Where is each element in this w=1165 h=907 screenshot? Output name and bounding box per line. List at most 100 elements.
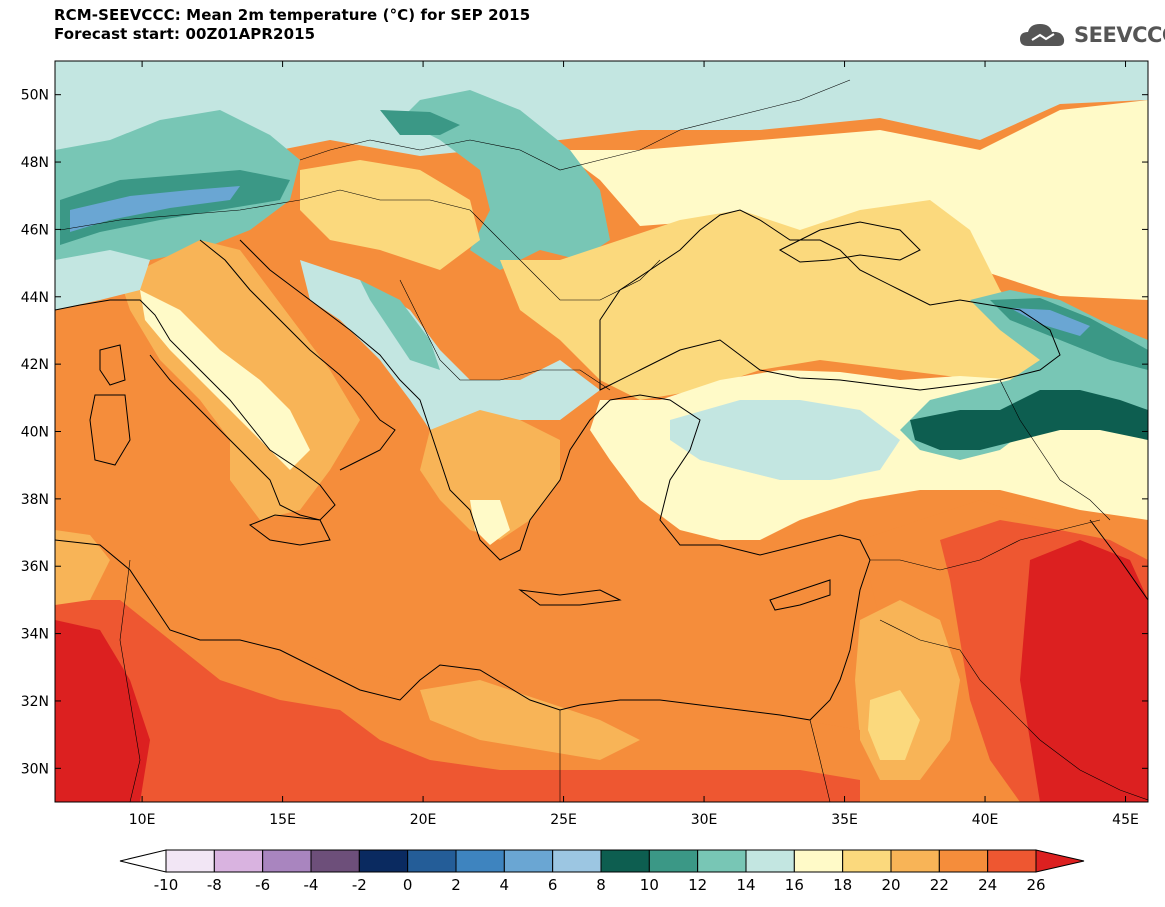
black-sea-coast: [599, 209, 1061, 391]
border-turkey-east: [999, 379, 1111, 521]
title-line: RCM-SEEVCCC: Mean 2m temperature (°C) fo…: [54, 6, 531, 24]
east-anatolia-dark-zone: [910, 390, 1148, 450]
colorbar-label: 26: [1026, 876, 1045, 894]
colorbar-swatch: [552, 849, 602, 873]
map-title: RCM-SEEVCCC: Mean 2m temperature (°C) fo…: [54, 6, 530, 44]
arabia-hottest-zone: [1020, 540, 1148, 802]
coastlines: [55, 209, 1148, 721]
colorbar-label: -4: [304, 876, 319, 894]
subtitle-line: Forecast start: 00Z01APR2015: [54, 25, 316, 43]
colorbar-swatch: [503, 849, 554, 873]
colorbar-over-triangle: [1035, 849, 1085, 873]
colorbar-label: 20: [881, 876, 900, 894]
sahara-hottest-zone: [55, 620, 150, 802]
lat-label: 36N: [21, 559, 49, 575]
colorbar-swatch: [455, 849, 505, 873]
lon-label: 45E: [1112, 812, 1139, 828]
colorbar-swatch: [793, 849, 844, 873]
colorbar-label: -8: [207, 876, 222, 894]
lat-label: 34N: [21, 627, 49, 643]
sahara-hot-zone: [55, 600, 860, 802]
lon-label: 40E: [972, 812, 999, 828]
colorbar-swatch: [745, 849, 795, 873]
north-africa-coast: [55, 539, 811, 721]
colorbar-label: 2: [451, 876, 461, 894]
colorbar-swatch: [262, 849, 312, 873]
algeria-coast-zone: [55, 530, 110, 605]
alps-blue-zone: [70, 186, 240, 232]
lat-label: 50N: [21, 88, 49, 104]
colorbar-label: 6: [548, 876, 558, 894]
lat-label: 46N: [21, 222, 49, 238]
peloponnese-cream-zone: [470, 500, 510, 545]
cyprus-coast: [769, 579, 831, 611]
temperature-field: [55, 61, 1148, 802]
gulf-coast: [1089, 519, 1148, 601]
colorbar-swatch: [697, 849, 747, 873]
border-romania: [469, 209, 661, 301]
colorbar-label: 12: [688, 876, 707, 894]
apennine-cream-zone: [140, 290, 310, 470]
lon-label: 15E: [269, 812, 296, 828]
lon-label: 25E: [550, 812, 577, 828]
colorbar-label: 4: [500, 876, 510, 894]
sicily-coast: [248, 514, 331, 546]
colorbar-swatch: [938, 849, 989, 873]
colorbar-swatch: [407, 849, 457, 873]
border-balkans: [399, 279, 611, 391]
border-central: [299, 79, 851, 171]
colorbar-swatch: [213, 849, 264, 873]
black-sea-zone: [500, 200, 1050, 400]
carpathian-teal-zone: [400, 90, 610, 270]
lon-label: 20E: [410, 812, 437, 828]
colorbar-under-triangle: [119, 849, 167, 873]
anatolia-west-south-coast: [609, 394, 871, 561]
lat-label: 42N: [21, 357, 49, 373]
colorbar-label: 18: [833, 876, 852, 894]
levant-coast: [809, 559, 871, 721]
latitude-axis: 50N 48N 46N 44N 42N 40N 38N 36N 34N 32N 30N: [21, 88, 1148, 777]
sardinia-coast: [89, 394, 131, 466]
border-arabia: [879, 619, 1148, 801]
north-cool-zone: [55, 61, 1148, 260]
lon-label: 35E: [831, 812, 858, 828]
lat-label: 30N: [21, 761, 49, 777]
crimea-coast: [778, 221, 921, 263]
colorbar-swatch: [890, 849, 940, 873]
pannonian-warm-zone: [300, 160, 480, 270]
cloud-icon: [1020, 24, 1065, 46]
longitude-axis: 10E 15E 20E 25E 30E 35E 40E 45E: [129, 61, 1139, 828]
libya-coast-zone: [420, 680, 640, 760]
lat-label: 38N: [21, 492, 49, 508]
colorbar-label: -6: [255, 876, 270, 894]
colorbar-label: 14: [736, 876, 755, 894]
greece-coast: [429, 399, 611, 561]
colorbar-swatch: [842, 849, 892, 873]
lat-label: 44N: [21, 290, 49, 306]
colorbar-swatch: [648, 849, 699, 873]
crete-coast: [518, 589, 622, 606]
lat-label: 40N: [21, 425, 49, 441]
balkan-teal-zone: [360, 280, 440, 370]
colorbar-label: 22: [930, 876, 949, 894]
border-alps: [59, 189, 471, 231]
lat-label: 48N: [21, 155, 49, 171]
colorbar-label: 24: [978, 876, 997, 894]
border-egypt: [809, 719, 831, 802]
italy-west-coast: [55, 299, 336, 521]
lon-label: 30E: [691, 812, 718, 828]
colorbar-label: 10: [640, 876, 659, 894]
corsica-coast: [99, 344, 126, 386]
colorbar-swatch: [987, 849, 1037, 873]
colorbar-label: -10: [154, 876, 179, 894]
border-syria-turkey: [870, 519, 1101, 571]
logo-text: SEEVCCC: [1074, 23, 1165, 47]
lon-label: 10E: [129, 812, 156, 828]
colorbar-swatch: [358, 849, 409, 873]
colorbar: -10 -8 -6 -4 -2 0 2 4 6 8 10 12 14 16 18 20 22 24 26: [119, 849, 1085, 894]
jordan-yellow-zone: [868, 690, 920, 760]
colorbar-label: -2: [352, 876, 367, 894]
colorbar-swatch: [310, 849, 360, 873]
colorbar-label: 8: [596, 876, 606, 894]
